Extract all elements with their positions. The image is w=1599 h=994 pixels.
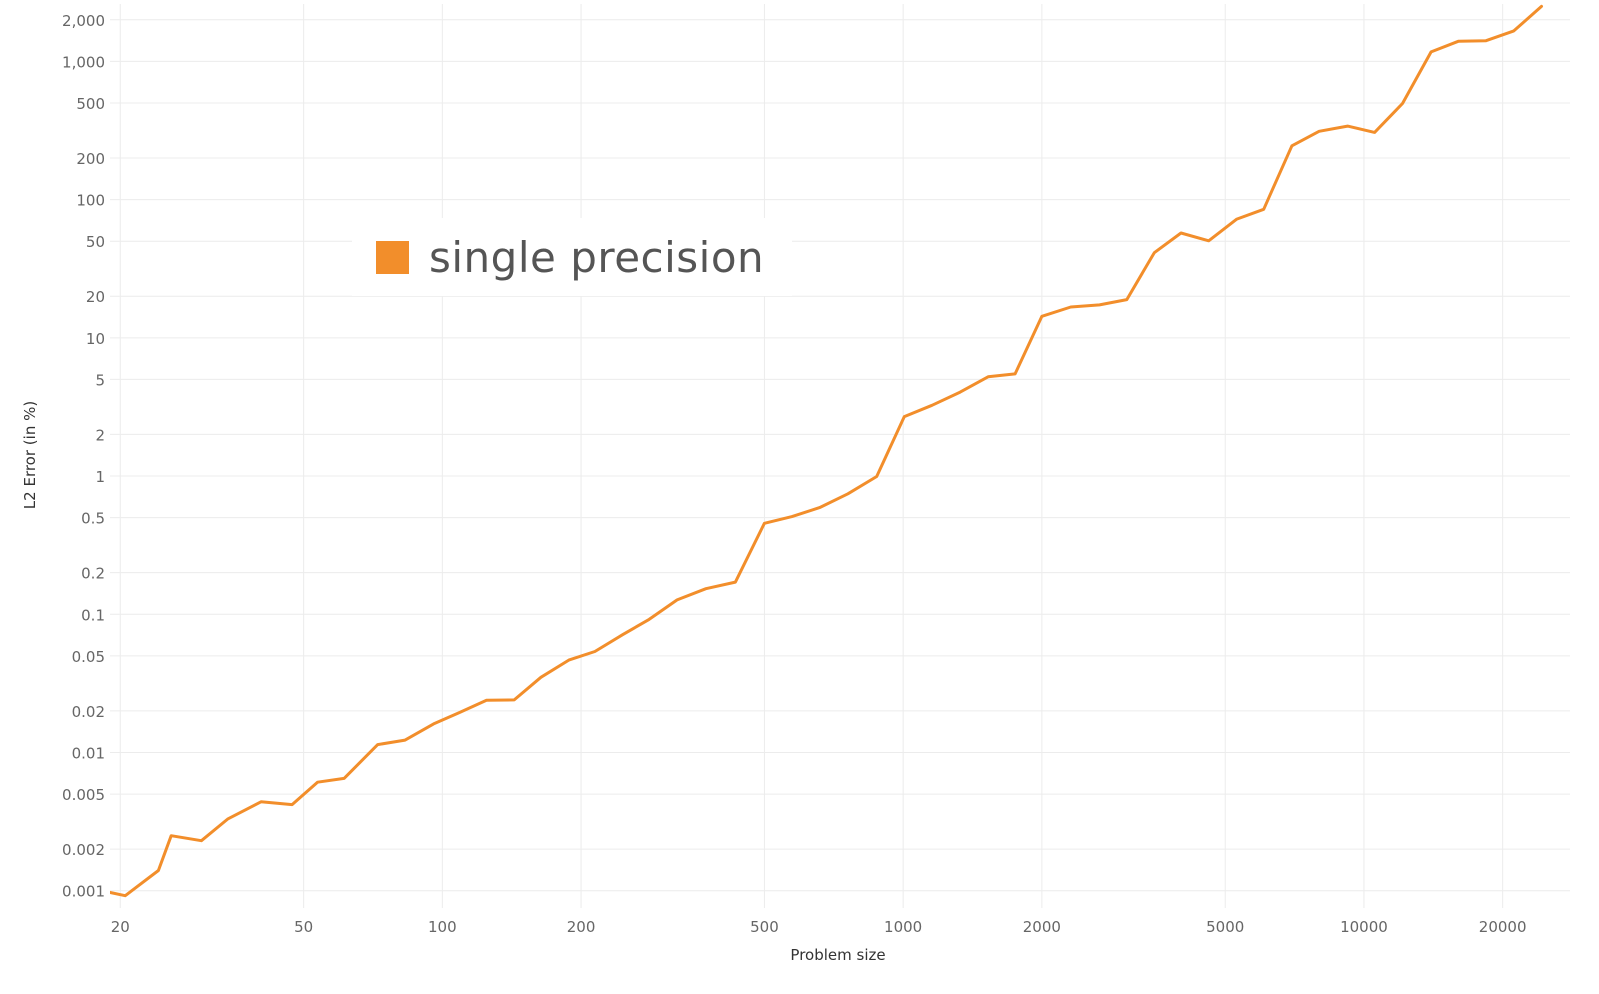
y-tick-label: 0.1 [81, 606, 105, 624]
legend-swatch [376, 240, 409, 274]
x-tick-label: 5000 [1206, 918, 1244, 936]
y-tick-label: 0.2 [81, 565, 105, 583]
y-tick-label: 0.002 [62, 841, 105, 859]
y-tick-label: 0.05 [72, 648, 105, 666]
x-axis-title: Problem size [790, 946, 885, 964]
x-tick-label: 50 [294, 918, 313, 936]
x-tick-label: 1000 [884, 918, 922, 936]
x-tick-label: 100 [428, 918, 457, 936]
y-tick-label: 0.5 [81, 510, 105, 528]
legend-label: single precision [429, 232, 765, 282]
y-tick-label: 2 [95, 426, 105, 444]
x-tick-label: 500 [750, 918, 779, 936]
y-tick-label: 1 [95, 468, 105, 486]
series-line [110, 4, 1543, 898]
y-tick-label: 5 [95, 371, 105, 389]
x-tick-label: 10000 [1340, 918, 1388, 936]
grid-lines [110, 4, 1570, 908]
y-tick-label: 0.02 [72, 703, 105, 721]
x-tick-label: 200 [567, 918, 596, 936]
y-tick-label: 200 [76, 150, 105, 168]
x-tick-label: 20 [111, 918, 130, 936]
y-axis-title: L2 Error (in %) [21, 401, 39, 509]
y-tick-label: 0.01 [72, 745, 105, 763]
y-tick-label: 50 [86, 233, 105, 251]
legend: single precision [352, 218, 792, 296]
y-axis-ticks: 2,000 1,000 500 200 100 50 20 10 5 2 1 0.5 0.2 0.1 0.0… [62, 12, 105, 901]
y-tick-label: 0.005 [62, 786, 105, 804]
y-tick-label: 2,000 [62, 12, 105, 30]
x-axis-ticks: 20 50 100 200 500 1000 2000 5000 10000 20000 [111, 918, 1527, 936]
series-layer [110, 4, 1543, 898]
y-tick-label: 500 [76, 95, 105, 113]
x-tick-label: 2000 [1023, 918, 1061, 936]
x-tick-label: 20000 [1479, 918, 1527, 936]
y-tick-label: 1,000 [62, 53, 105, 71]
y-tick-label: 10 [86, 330, 105, 348]
y-tick-label: 0.001 [62, 883, 105, 901]
y-tick-label: 100 [76, 192, 105, 210]
y-tick-label: 20 [86, 288, 105, 306]
